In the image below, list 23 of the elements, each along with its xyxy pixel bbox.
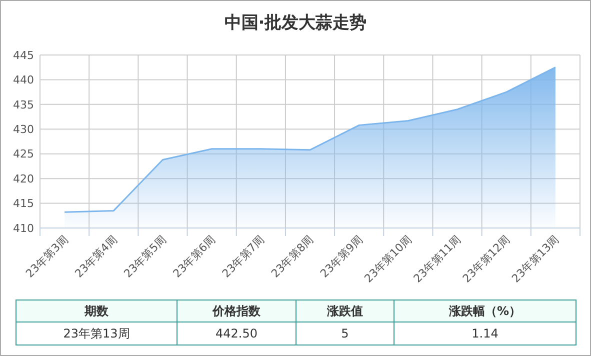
y-tick-label: 410 bbox=[13, 222, 34, 235]
x-tick-label: 23年第6周 bbox=[170, 232, 218, 280]
text: 1.14 bbox=[472, 326, 498, 341]
text: 442.50 bbox=[216, 326, 258, 341]
text: 涨跌值 bbox=[326, 304, 363, 318]
y-tick-label: 445 bbox=[13, 48, 34, 62]
y-tick-label: 440 bbox=[13, 74, 34, 87]
y-tick-label: 430 bbox=[13, 122, 34, 136]
y-tick-label: 420 bbox=[13, 172, 34, 186]
text: 5 bbox=[341, 326, 349, 341]
chart-title: 中国·批发大蒜走势 bbox=[224, 13, 367, 33]
text: 涨跌幅（%） bbox=[448, 304, 522, 318]
x-tick-label: 23年第7周 bbox=[220, 232, 268, 280]
y-tick-label: 425 bbox=[13, 148, 34, 161]
x-tick-label: 23年第8周 bbox=[268, 232, 316, 280]
x-tick-label: 23年第3周 bbox=[23, 232, 71, 280]
text: 23年第13周 bbox=[63, 326, 130, 341]
x-tick-label: 23年第5周 bbox=[121, 232, 169, 280]
text: 期数 bbox=[84, 304, 110, 318]
y-tick-label: 415 bbox=[13, 197, 34, 210]
x-tick-label: 23年第4周 bbox=[72, 232, 120, 280]
y-tick-label: 435 bbox=[13, 98, 34, 112]
text: 价格指数 bbox=[212, 304, 262, 318]
